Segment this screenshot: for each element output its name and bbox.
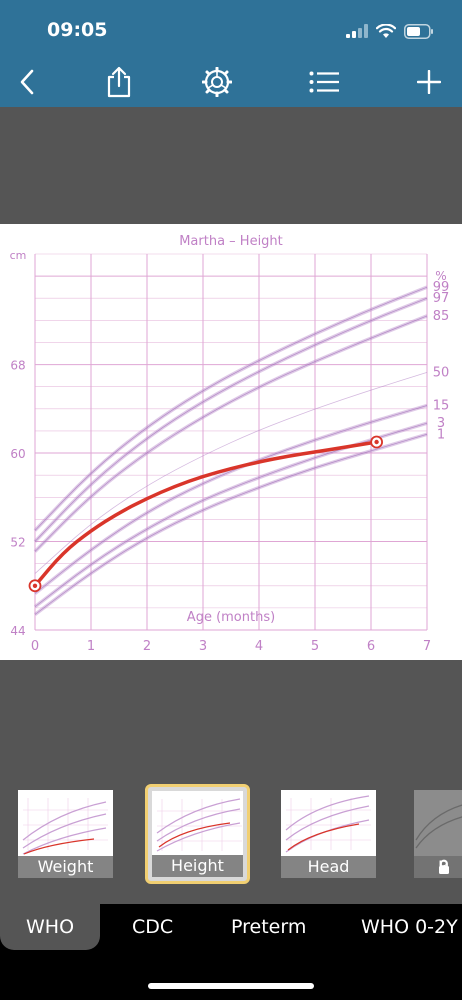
chart-thumbnails: Weight Height — [0, 780, 462, 890]
y-tick-label: 52 — [10, 536, 25, 550]
x-tick-label: 1 — [87, 639, 95, 654]
tab-cdc[interactable]: CDC — [132, 916, 174, 938]
tab-who[interactable]: WHO — [0, 904, 101, 950]
percentile-label: 97 — [433, 291, 450, 306]
thumbnail-preview: Height — [152, 791, 243, 877]
add-button[interactable] — [409, 62, 449, 102]
x-axis-label: Age (months) — [187, 610, 275, 625]
percentile-label: 99 — [433, 280, 450, 295]
y-tick-label: 60 — [10, 447, 25, 461]
gear-icon — [202, 67, 232, 97]
growth-chart[interactable]: Martha – Height cm Age (months) % 0 1 2 3 4 5… — [0, 224, 462, 660]
share-icon — [107, 66, 131, 98]
thumbnail-chart-icon — [156, 798, 242, 852]
thumbnail-chart-icon — [285, 795, 371, 853]
plus-icon — [417, 70, 441, 94]
thumbnail-head[interactable]: Head — [281, 790, 376, 878]
chevron-left-icon — [20, 69, 34, 95]
chart-grid — [34, 253, 428, 631]
back-button[interactable] — [7, 62, 47, 102]
x-tick-label: 4 — [255, 639, 263, 654]
settings-button[interactable] — [197, 62, 237, 102]
share-button[interactable] — [99, 62, 139, 102]
percentile-label: 3 — [437, 416, 445, 431]
measurement-point-dot — [374, 439, 379, 445]
thumbnail-height[interactable]: Height — [145, 784, 250, 884]
status-time: 09:05 — [47, 19, 108, 41]
top-bar: 09:05 — [0, 0, 462, 107]
list-icon — [309, 71, 339, 93]
thumbnail-preview: Head — [281, 790, 376, 878]
percentile-curve-50 — [34, 371, 428, 574]
measurement-point-dot — [32, 583, 38, 588]
percentile-label: 50 — [433, 365, 450, 380]
percentile-curve-97 — [33, 296, 428, 543]
x-tick-label: 3 — [199, 639, 207, 654]
y-axis-label: cm — [10, 249, 27, 262]
tab-who-0-2y[interactable]: WHO 0-2Y — [361, 916, 458, 938]
percentile-label: 85 — [433, 309, 450, 324]
percentile-header: % — [435, 269, 446, 283]
percentile-curve-core-1 — [34, 433, 428, 615]
y-tick-label: 68 — [10, 359, 25, 373]
percentile-label: 15 — [433, 399, 450, 414]
percentile-curve-core-99 — [34, 286, 428, 531]
battery-icon — [404, 23, 433, 39]
percentile-curve-85 — [33, 314, 428, 553]
x-tick-label: 6 — [367, 639, 375, 654]
x-tick-label: 0 — [31, 639, 39, 654]
wifi-icon — [376, 23, 396, 38]
thumbnail-preview: Weight — [18, 790, 113, 878]
thumbnail-locked[interactable]: B — [414, 790, 462, 878]
chart-title: Martha – Height — [179, 234, 283, 249]
percentile-curve-core-15 — [34, 405, 428, 594]
percentile-curve-1 — [33, 432, 428, 616]
x-tick-label: 2 — [143, 639, 151, 654]
thumbnail-preview: B — [414, 790, 462, 878]
y-tick-label: 44 — [10, 624, 25, 638]
percentile-curves — [33, 285, 428, 616]
growth-chart-svg[interactable]: Martha – Height cm Age (months) % 0 1 2 3 4 5… — [0, 224, 462, 660]
percentile-curve-core-85 — [34, 315, 428, 552]
status-icons — [346, 20, 434, 42]
cellular-signal-icon — [346, 24, 368, 38]
lock-icon — [439, 859, 449, 874]
thumbnail-weight[interactable]: Weight — [18, 790, 113, 878]
thumbnail-label: Head — [281, 856, 376, 878]
thumbnail-label: Height — [152, 855, 243, 877]
x-tick-label: 7 — [423, 639, 431, 654]
height-series-line — [33, 440, 379, 588]
thumbnail-chart-icon — [22, 798, 108, 855]
thumbnail-label: Weight — [18, 856, 113, 878]
measurement-series — [28, 435, 384, 593]
list-button[interactable] — [304, 62, 344, 102]
tab-preterm[interactable]: Preterm — [231, 916, 307, 938]
thumbnail-chart-icon — [415, 804, 462, 849]
percentile-curve-core-97 — [34, 297, 428, 542]
x-tick-label: 5 — [311, 639, 319, 654]
home-indicator — [148, 983, 314, 989]
percentile-label: 1 — [437, 427, 445, 442]
